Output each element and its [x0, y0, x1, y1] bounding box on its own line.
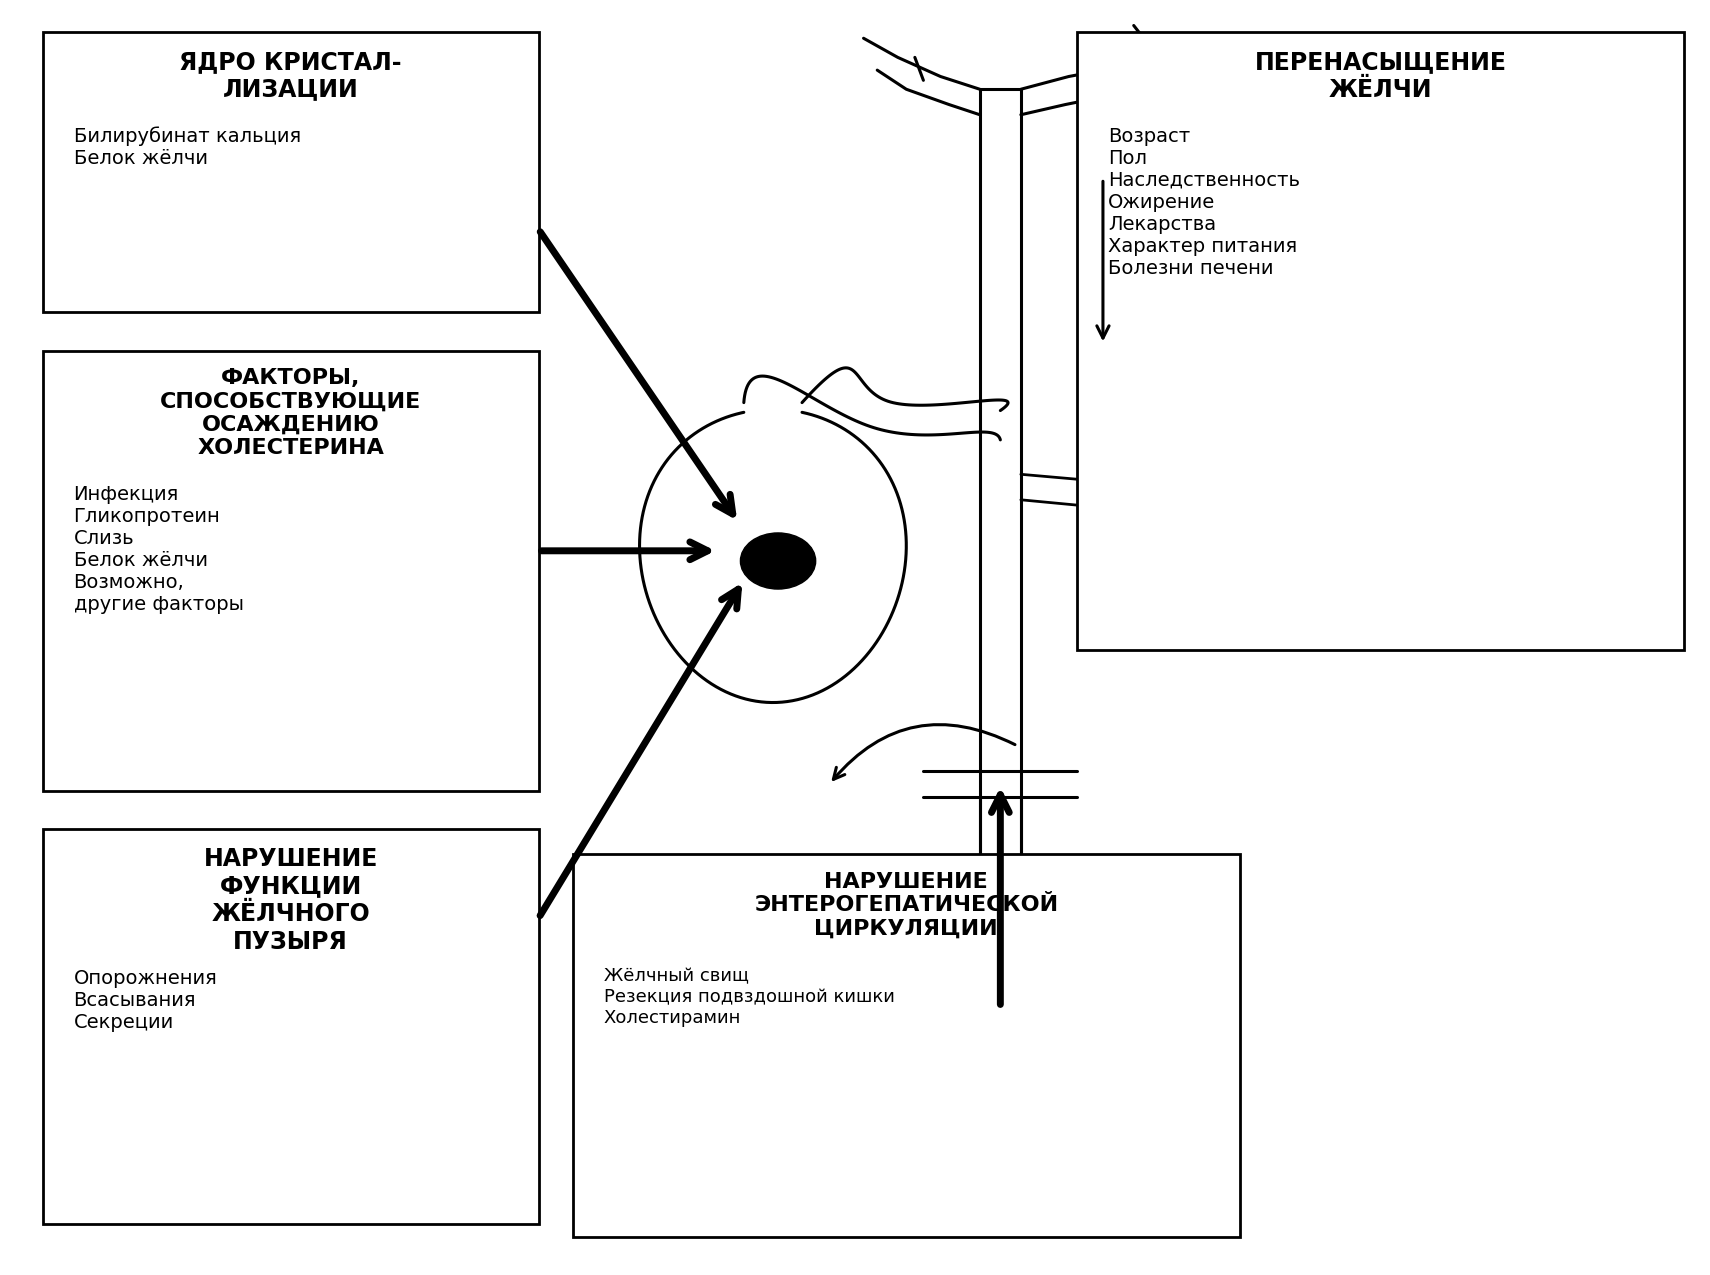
FancyBboxPatch shape: [573, 854, 1240, 1237]
Circle shape: [740, 533, 816, 589]
Text: ПЕРЕНАСЫЩЕНИЕ
ЖЁЛЧИ: ПЕРЕНАСЫЩЕНИЕ ЖЁЛЧИ: [1255, 50, 1507, 102]
Text: Инфекция
Гликопротеин
Слизь
Белок жёлчи
Возможно,
другие факторы: Инфекция Гликопротеин Слизь Белок жёлчи …: [74, 484, 243, 615]
Text: ФАКТОРЫ,
СПОСОБСТВУЮЩИЕ
ОСАЖДЕНИЮ
ХОЛЕСТЕРИНА: ФАКТОРЫ, СПОСОБСТВУЮЩИЕ ОСАЖДЕНИЮ ХОЛЕСТ…: [161, 368, 421, 458]
Text: ЯДРО КРИСТАЛ-
ЛИЗАЦИИ: ЯДРО КРИСТАЛ- ЛИЗАЦИИ: [180, 50, 402, 102]
FancyBboxPatch shape: [43, 829, 539, 1224]
FancyBboxPatch shape: [43, 351, 539, 790]
FancyBboxPatch shape: [1077, 32, 1684, 650]
Text: НАРУШЕНИЕ
ЭНТЕРОГЕПАТИЧЕСКОЙ
ЦИРКУЛЯЦИИ: НАРУШЕНИЕ ЭНТЕРОГЕПАТИЧЕСКОЙ ЦИРКУЛЯЦИИ: [754, 872, 1058, 938]
FancyBboxPatch shape: [43, 32, 539, 312]
Text: Опорожнения
Всасывания
Секреции: Опорожнения Всасывания Секреции: [74, 969, 217, 1031]
Text: НАРУШЕНИЕ
ФУНКЦИИ
ЖЁЛЧНОГО
ПУЗЫРЯ: НАРУШЕНИЕ ФУНКЦИИ ЖЁЛЧНОГО ПУЗЫРЯ: [203, 847, 378, 954]
Text: Жёлчный свищ
Резекция подвздошной кишки
Холестирамин: Жёлчный свищ Резекция подвздошной кишки …: [604, 968, 894, 1028]
Text: Билирубинат кальция
Белок жёлчи: Билирубинат кальция Белок жёлчи: [74, 126, 301, 168]
Text: Возраст
Пол
Наследственность
Ожирение
Лекарства
Характер питания
Болезни печени: Возраст Пол Наследственность Ожирение Ле…: [1108, 126, 1300, 278]
